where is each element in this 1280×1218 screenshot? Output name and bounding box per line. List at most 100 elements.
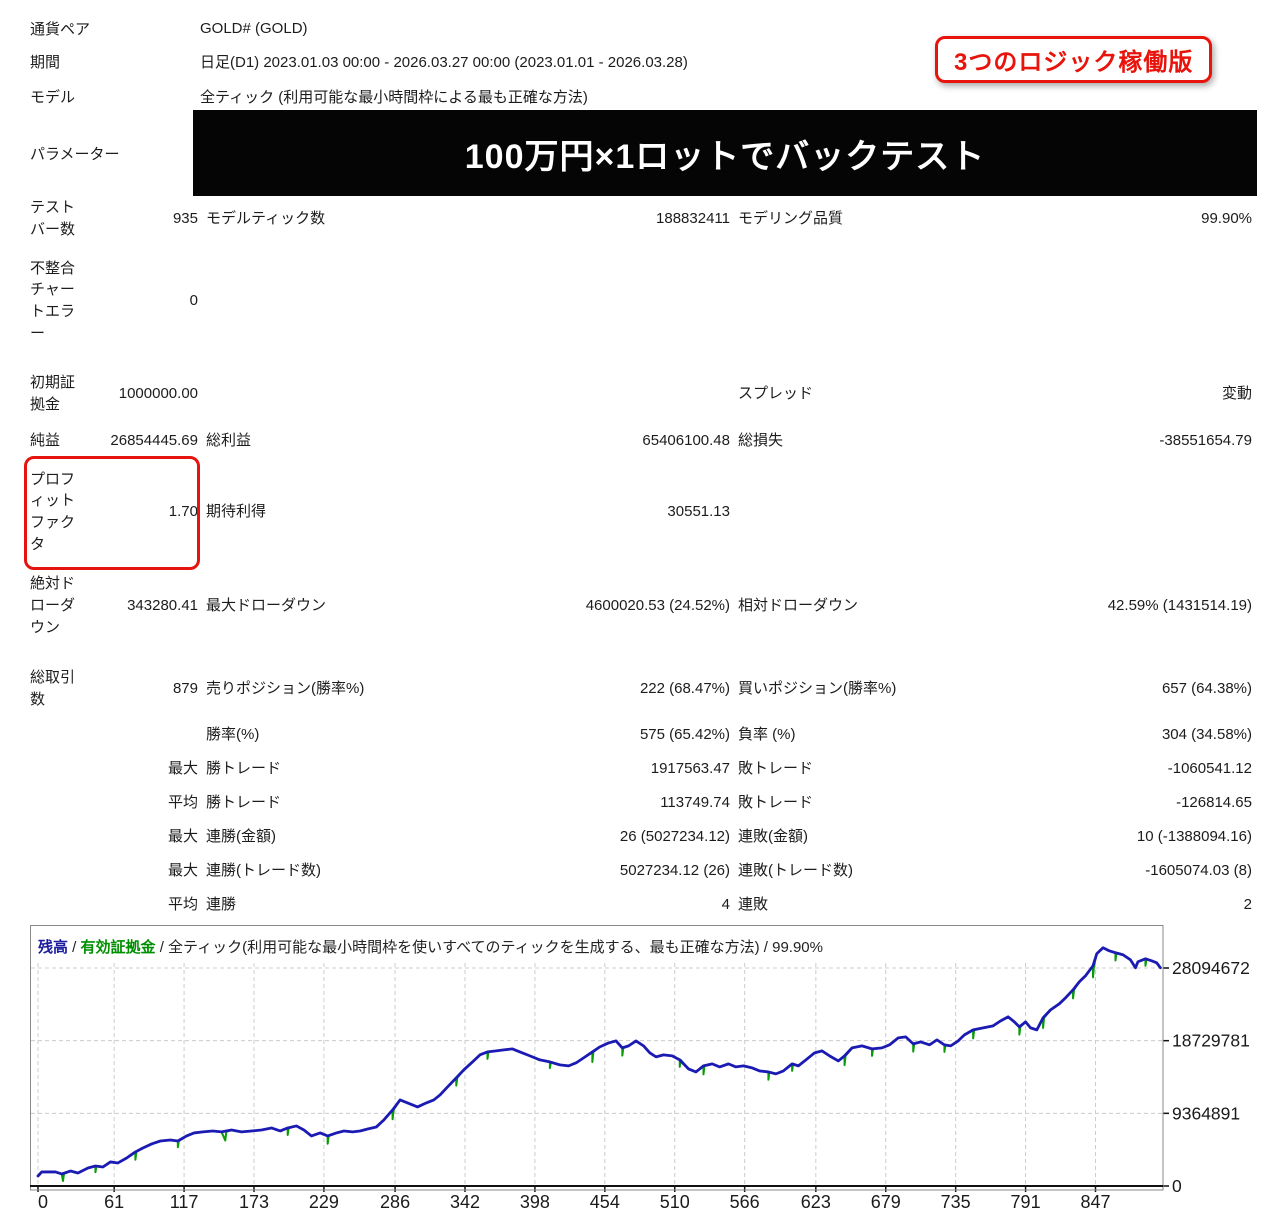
net-profit-value: 26854445.69: [110, 432, 198, 450]
expected-payoff-value: 30551.13: [667, 503, 730, 521]
average-consecutive-wins-label: 連勝: [206, 896, 237, 914]
row-average-trade: 平均 勝トレード 113749.74 敗トレード -126814.65: [0, 786, 1280, 820]
row-test-bars: テストバー数 935 モデルティック数 188832411 モデリング品質 99…: [0, 196, 1280, 242]
profit-factor-value: 1.70: [168, 503, 198, 521]
x-tick-label: 679: [871, 1192, 901, 1212]
row-largest-trade: 最大 勝トレード 1917563.47 敗トレード -1060541.12: [0, 752, 1280, 786]
x-tick-label: 342: [450, 1192, 480, 1212]
average-consecutive-losses-label: 連敗: [738, 896, 769, 914]
legend-balance: 残高: [38, 938, 68, 956]
parameters-label: パラメーター: [30, 145, 120, 163]
period-value: 日足(D1) 2023.01.03 00:00 - 2026.03.27 00:…: [200, 54, 688, 71]
test-bars-value: 935: [172, 210, 198, 228]
row-mismatched-errors: 不整合チャートエラー 0: [0, 254, 1280, 348]
modeling-quality-label: モデリング品質: [738, 210, 844, 228]
largest-prefix: 最大: [167, 760, 198, 778]
model-ticks-value: 188832411: [656, 210, 730, 228]
x-tick-label: 117: [170, 1192, 199, 1212]
row-total-trades: 総取引数 879 売りポジション(勝率%) 222 (68.47%) 買いポジシ…: [0, 666, 1280, 712]
consecutive-losses-count-value: -1605074.03 (8): [1145, 862, 1252, 880]
average-profit-trade-label: 勝トレード: [206, 794, 282, 812]
x-tick-label: 791: [1011, 1192, 1041, 1212]
logic-version-badge-text: 3つのロジック稼働版: [954, 49, 1194, 76]
initial-deposit-value: 1000000.00: [118, 385, 198, 403]
x-tick-label: 229: [309, 1192, 339, 1212]
legend-model-text: / 全ティック(利用可能な最小時間枠を使いすべてのティックを生成する、最も正確な…: [156, 938, 823, 956]
x-tick-label: 398: [520, 1192, 550, 1212]
symbol-row: 通貨ペア GOLD# (GOLD): [0, 18, 1280, 39]
max-prefix-money: 最大: [167, 828, 198, 846]
relative-drawdown-value: 42.59% (1431514.19): [1107, 597, 1252, 615]
average-prefix: 平均: [167, 794, 198, 812]
model-value: 全ティック (利用可能な最小時間枠による最も正確な方法): [200, 89, 588, 106]
gross-loss-value: -38551654.79: [1159, 432, 1252, 450]
y-tick-label: 18729781: [1172, 1031, 1250, 1051]
short-positions-label: 売りポジション(勝率%): [206, 680, 365, 698]
profit-trades-label: 勝率(%): [206, 726, 260, 744]
logic-version-badge: 3つのロジック稼働版: [935, 36, 1213, 83]
loss-trades-label: 負率 (%): [738, 726, 796, 744]
y-tick-label: 28094672: [1172, 958, 1250, 978]
average-prefix-consecutive: 平均: [167, 896, 198, 914]
largest-profit-trade-label: 勝トレード: [206, 760, 282, 778]
mismatched-errors-label: 不整合チャートエラー: [30, 259, 76, 342]
balance-chart: 残高 / 有効証拠金 / 全ティック(利用可能な最小時間枠を使いすべてのティック…: [30, 925, 1260, 1218]
total-trades-value: 879: [172, 680, 198, 698]
x-tick-label: 286: [380, 1192, 410, 1212]
profit-factor-label: プロフィットファクタ: [30, 470, 76, 553]
x-tick-label: 510: [660, 1192, 690, 1212]
max-prefix-count: 最大: [167, 862, 198, 880]
net-profit-label: 純益: [30, 432, 61, 450]
relative-drawdown-label: 相対ドローダウン: [738, 597, 859, 615]
y-tick-label: 9364891: [1172, 1103, 1240, 1123]
period-label: 期間: [30, 54, 61, 71]
consecutive-wins-count-label: 連勝(トレード数): [206, 862, 321, 880]
mismatched-errors-value: 0: [189, 292, 198, 310]
x-tick-label: 173: [239, 1192, 269, 1212]
balance-chart-svg: 残高 / 有効証拠金 / 全ティック(利用可能な最小時間枠を使いすべてのティック…: [30, 925, 1250, 1212]
model-ticks-label: モデルティック数: [206, 210, 326, 228]
profit-trades-value: 575 (65.42%): [639, 726, 730, 744]
chart-legend: 残高 / 有効証拠金 / 全ティック(利用可能な最小時間枠を使いすべてのティック…: [38, 938, 823, 956]
consecutive-losses-money-label: 連敗(金額): [738, 828, 808, 846]
legend-sep: /: [68, 939, 81, 956]
total-trades-label: 総取引数: [30, 669, 76, 708]
consecutive-wins-count-value: 5027234.12 (26): [619, 862, 730, 880]
row-consecutive-count: 最大 連勝(トレード数) 5027234.12 (26) 連敗(トレード数) -…: [0, 854, 1280, 888]
row-initial-deposit: 初期証拠金 1000000.00 スプレッド 変動: [0, 371, 1280, 417]
modeling-quality-value: 99.90%: [1201, 210, 1252, 228]
gross-profit-label: 総利益: [206, 432, 252, 450]
x-tick-label: 735: [941, 1192, 971, 1212]
loss-trades-value: 304 (34.58%): [1161, 726, 1252, 744]
spread-label: スプレッド: [738, 385, 814, 403]
profit-factor-highlight-box: [24, 456, 200, 570]
average-loss-trade-value: -126814.65: [1176, 794, 1252, 812]
parameters-row: パラメーター: [30, 110, 120, 196]
y-tick-label: 0: [1172, 1176, 1182, 1196]
long-positions-label: 買いポジション(勝率%): [738, 680, 897, 698]
chart-border: [30, 925, 1164, 1191]
largest-profit-trade-value: 1917563.47: [650, 760, 730, 778]
gross-loss-label: 総損失: [738, 432, 784, 450]
x-tick-label: 454: [590, 1192, 620, 1212]
consecutive-wins-money-value: 26 (5027234.12): [619, 828, 730, 846]
row-drawdown: 絶対ドローダウン 343280.41 最大ドローダウン 4600020.53 (…: [0, 571, 1280, 641]
backtest-banner: 100万円×1ロットでバックテスト: [193, 110, 1257, 196]
model-label: モデル: [30, 89, 76, 106]
short-positions-value: 222 (68.47%): [639, 680, 730, 698]
consecutive-losses-money-value: 10 (-1388094.16): [1136, 828, 1252, 846]
average-loss-trade-label: 敗トレード: [738, 794, 814, 812]
period-row: 期間 日足(D1) 2023.01.03 00:00 - 2026.03.27 …: [0, 51, 1280, 72]
consecutive-losses-count-label: 連敗(トレード数): [738, 862, 853, 880]
absolute-drawdown-label: 絶対ドローダウン: [30, 575, 76, 636]
x-tick-label: 61: [104, 1192, 124, 1212]
consecutive-wins-money-label: 連勝(金額): [206, 828, 276, 846]
absolute-drawdown-value: 343280.41: [127, 597, 198, 615]
initial-deposit-label: 初期証拠金: [30, 374, 76, 413]
equity-line: [37, 946, 1162, 1182]
largest-loss-trade-label: 敗トレード: [738, 760, 814, 778]
test-bars-label: テストバー数: [30, 199, 76, 238]
average-consecutive-losses-value: 2: [1243, 896, 1252, 914]
maximal-drawdown-value: 4600020.53 (24.52%): [585, 597, 730, 615]
model-row: モデル 全ティック (利用可能な最小時間枠による最も正確な方法): [0, 86, 1280, 107]
